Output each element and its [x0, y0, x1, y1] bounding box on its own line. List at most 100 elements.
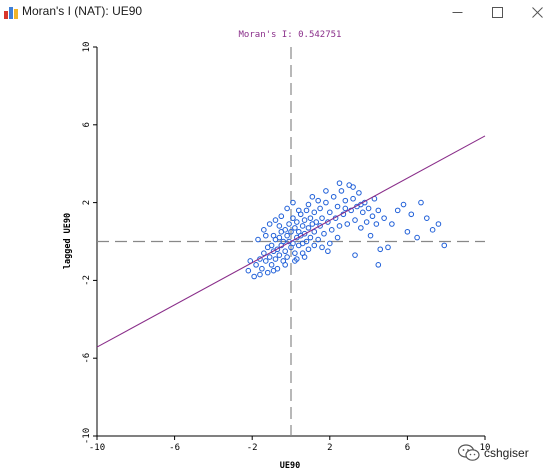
data-point — [344, 221, 351, 227]
chart-icon — [4, 7, 18, 19]
data-point — [327, 240, 333, 247]
data-point — [301, 217, 308, 223]
data-point — [363, 219, 370, 225]
data-point — [311, 228, 318, 235]
data-point — [268, 262, 275, 268]
data-point — [266, 221, 273, 227]
data-point — [315, 197, 321, 204]
data-point — [251, 273, 257, 280]
data-point — [319, 244, 325, 251]
data-point — [328, 227, 335, 233]
data-point — [356, 190, 362, 196]
data-point — [301, 230, 308, 237]
data-point — [418, 199, 424, 206]
data-point — [358, 225, 364, 231]
x-tick-label: 6 — [405, 443, 410, 453]
data-point — [290, 240, 296, 247]
data-point — [394, 207, 401, 214]
data-point — [414, 234, 420, 241]
tick-labels: -10 -6 -2 2 6 10 -10 -6 -2 2 6 10 — [82, 42, 490, 453]
data-point — [350, 184, 356, 190]
data-point — [282, 227, 288, 233]
data-point — [317, 205, 323, 212]
data-point — [309, 193, 316, 200]
data-point — [375, 262, 382, 268]
maximize-icon — [491, 6, 503, 18]
data-point — [272, 217, 279, 223]
data-point — [389, 221, 395, 227]
data-point — [268, 242, 275, 249]
data-point — [290, 215, 296, 221]
y-tick-label: 10 — [82, 42, 92, 53]
data-point — [294, 219, 300, 225]
data-point — [292, 258, 298, 264]
window-title: Moran's I (NAT): UE90 — [22, 4, 143, 18]
maximize-button[interactable] — [480, 0, 514, 24]
data-point — [276, 252, 283, 258]
data-point — [424, 215, 430, 221]
data-point — [307, 234, 314, 241]
minimize-button[interactable] — [440, 0, 474, 24]
data-point — [262, 232, 269, 239]
data-point — [319, 215, 325, 221]
x-tick-label: 10 — [480, 443, 491, 453]
data-point — [295, 207, 302, 214]
data-point — [350, 195, 356, 202]
data-point — [276, 234, 283, 241]
data-point — [365, 205, 372, 212]
data-point — [359, 209, 366, 216]
data-point — [280, 238, 287, 245]
data-point — [270, 267, 277, 274]
data-point — [301, 254, 308, 260]
data-point — [259, 265, 265, 272]
data-point — [323, 188, 329, 194]
close-button[interactable] — [520, 0, 554, 24]
data-point — [336, 223, 343, 229]
data-point — [255, 236, 261, 243]
data-point — [257, 271, 263, 278]
data-point — [435, 221, 442, 227]
data-point — [261, 250, 267, 256]
window-titlebar: Moran's I (NAT): UE90 — [0, 0, 554, 24]
reference-lines — [97, 47, 485, 436]
data-point — [261, 227, 267, 233]
data-point — [290, 199, 296, 206]
data-point — [305, 246, 312, 253]
y-tick-label: -10 — [82, 428, 92, 444]
plot-title: Moran's I: 0.542751 — [239, 30, 342, 40]
data-point — [257, 256, 263, 262]
wechat-icon — [458, 444, 480, 461]
data-point — [336, 180, 343, 186]
data-point — [377, 246, 384, 253]
data-point — [325, 248, 331, 255]
data-point — [282, 248, 288, 255]
x-tick-label: -6 — [169, 443, 180, 453]
data-point — [274, 246, 281, 253]
y-tick-label: 2 — [82, 200, 92, 205]
data-point — [299, 223, 306, 229]
data-point — [408, 211, 415, 218]
data-point — [367, 232, 374, 239]
watermark: cshgiser — [458, 443, 529, 463]
data-point — [323, 199, 329, 206]
data-point — [272, 256, 279, 262]
data-point — [311, 209, 318, 216]
data-point — [292, 250, 298, 256]
data-point — [325, 219, 331, 225]
data-point — [338, 188, 345, 194]
data-point — [282, 262, 288, 268]
y-tick-label: -6 — [82, 353, 92, 364]
data-point — [352, 252, 358, 258]
data-point — [317, 223, 323, 229]
data-point — [342, 205, 349, 212]
data-point — [307, 215, 314, 221]
data-point — [303, 238, 310, 245]
scatter-points — [245, 180, 448, 280]
data-point — [288, 228, 294, 235]
data-point — [284, 232, 290, 239]
data-point — [321, 230, 327, 237]
data-point — [404, 228, 411, 235]
regression-line-group — [96, 135, 486, 348]
data-point — [342, 197, 349, 204]
